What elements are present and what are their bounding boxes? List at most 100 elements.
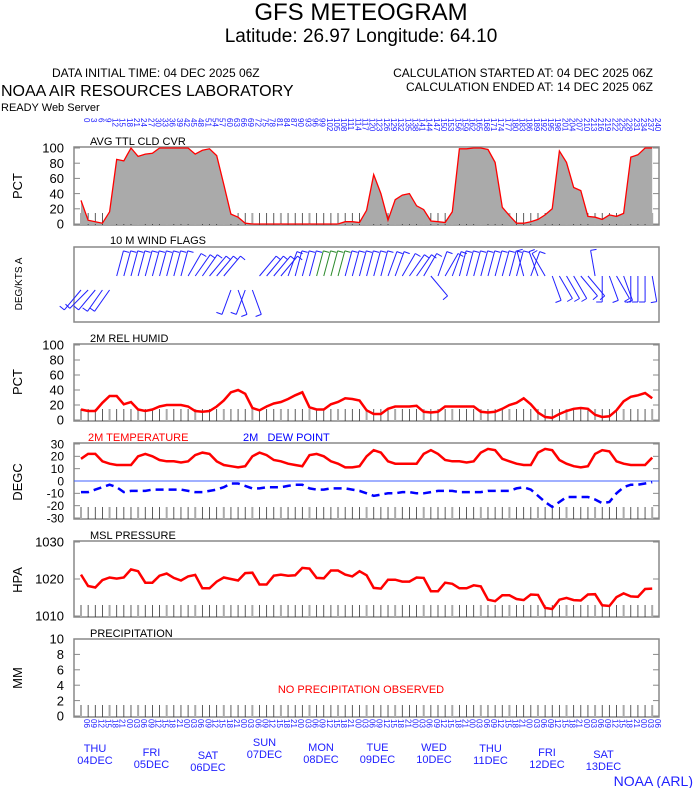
hour-label: 21	[232, 719, 241, 728]
forecast-hour-label: 21	[132, 118, 141, 127]
hour-label: 21	[403, 719, 412, 728]
forecast-hour-label: 18	[125, 118, 134, 127]
hour-label: 00	[468, 719, 477, 728]
hour-label: 00	[296, 719, 305, 728]
hour-label: 06	[196, 719, 205, 728]
forecast-hour-label: 177	[503, 118, 512, 132]
forecast-hour-label: 156	[453, 118, 462, 132]
wind-barb-flag	[230, 311, 237, 315]
forecast-hour-label: 240	[653, 118, 662, 132]
precip-ytick-label: 6	[57, 663, 64, 678]
forecast-hour-label: 66	[239, 118, 248, 127]
wind-barb	[387, 251, 398, 277]
wind-frame	[73, 246, 660, 323]
day-of-week-label: FRI	[143, 747, 161, 759]
hour-label: 12	[211, 719, 220, 728]
wind-barb-flag	[337, 250, 344, 253]
wind-barb-flag	[501, 250, 508, 253]
hour-label: 18	[225, 719, 234, 728]
wind-barb	[94, 289, 110, 312]
temp-ytick-label: 10	[51, 462, 65, 476]
hour-label: 12	[610, 719, 619, 728]
hour-label: 18	[625, 719, 634, 728]
temp-ytick-label: -10	[47, 487, 65, 501]
hour-label: 18	[453, 719, 462, 728]
forecast-hour-label: 24	[139, 118, 148, 127]
wind-barb-flag	[82, 307, 88, 312]
wind-barb	[423, 253, 438, 277]
forecast-hour-label: 30	[153, 118, 162, 127]
cloud-ytick-label: 0	[57, 217, 64, 232]
hour-label: 15	[560, 719, 569, 728]
date-label: 06DEC	[190, 762, 226, 774]
forecast-hour-label: 0	[82, 118, 91, 123]
day-of-week-label: SUN	[253, 737, 276, 749]
hour-label: 18	[168, 719, 177, 728]
calc-started: CALCULATION STARTED AT: 04 DEC 2025 06Z	[393, 66, 653, 80]
hour-label: 18	[396, 719, 405, 728]
no-precip-annotation: NO PRECIPITATION OBSERVED	[278, 684, 444, 696]
forecast-hour-label: 186	[525, 118, 534, 132]
wind-barb	[123, 250, 132, 277]
wind-barb-flag	[380, 250, 387, 253]
hour-label: 12	[268, 719, 277, 728]
wind-barb	[69, 289, 89, 309]
hour-label: 09	[146, 719, 155, 728]
hour-label: 12	[153, 719, 162, 728]
hour-label: 15	[503, 719, 512, 728]
forecast-hour-label: 63	[232, 118, 241, 127]
wind-barb	[308, 250, 317, 277]
wind-barb-flag	[151, 250, 158, 253]
temp-ytick-label: 20	[51, 450, 65, 464]
wind-barb	[287, 251, 298, 277]
wind-barb-flag	[531, 250, 538, 254]
forecast-hour-label: 78	[268, 118, 277, 127]
wind-barb	[494, 250, 503, 277]
wind-barb-flag	[144, 250, 151, 253]
wind-barb	[223, 255, 241, 277]
wind-barb-flag	[574, 298, 580, 302]
forecast-hour-label: 114	[353, 118, 362, 131]
hour-label: 12	[496, 719, 505, 728]
forecast-hour-label: 54	[211, 118, 220, 127]
wind-barb-flag	[592, 295, 598, 301]
wind-barb	[201, 254, 218, 277]
wind-barb-flag	[396, 251, 403, 255]
wind-barb	[566, 275, 580, 299]
wind-barb	[444, 253, 459, 277]
forecast-hour-label: 234	[639, 118, 648, 132]
wind-barb	[130, 250, 139, 277]
date-label: 05DEC	[134, 759, 170, 771]
wind-barb	[194, 254, 211, 277]
hour-label: 00	[239, 719, 248, 728]
hour-label: 09	[603, 719, 612, 728]
forecast-hour-label: 198	[553, 118, 562, 132]
wind-barb	[458, 250, 467, 277]
hour-label: 21	[118, 719, 127, 728]
hour-label: 03	[418, 719, 427, 728]
forecast-hour-label: 183	[518, 118, 527, 132]
wind-barb	[209, 255, 227, 277]
wind-barb-flag	[323, 250, 330, 253]
forecast-hour-label: 9	[103, 118, 112, 123]
temp-legend: 2M TEMPERATURE	[88, 432, 188, 444]
wind-barb-flag	[387, 250, 394, 253]
hour-label: 21	[175, 719, 184, 728]
chart-subtitle: Latitude: 26.97 Longitude: 64.10	[225, 26, 498, 47]
forecast-hour-label: 216	[596, 118, 605, 132]
dewpoint-legend: 2M DEW POINT	[243, 432, 330, 444]
hour-label: 00	[525, 719, 534, 728]
cloud-cover-area	[81, 148, 653, 224]
wind-barb-flag	[225, 255, 232, 261]
forecast-hour-label: 150	[439, 118, 448, 132]
precip-ytick-label: 10	[50, 632, 64, 647]
forecast-hour-label: 39	[175, 118, 184, 127]
hour-label: 03	[360, 719, 369, 728]
forecast-hour-label: 210	[582, 118, 591, 132]
wind-barb	[266, 255, 284, 277]
hour-label: 09	[546, 719, 555, 728]
hour-label: 03	[303, 719, 312, 728]
cloud-ytick-label: 20	[50, 202, 64, 217]
wind-barb-flag	[275, 255, 282, 261]
hour-label: 00	[410, 719, 419, 728]
